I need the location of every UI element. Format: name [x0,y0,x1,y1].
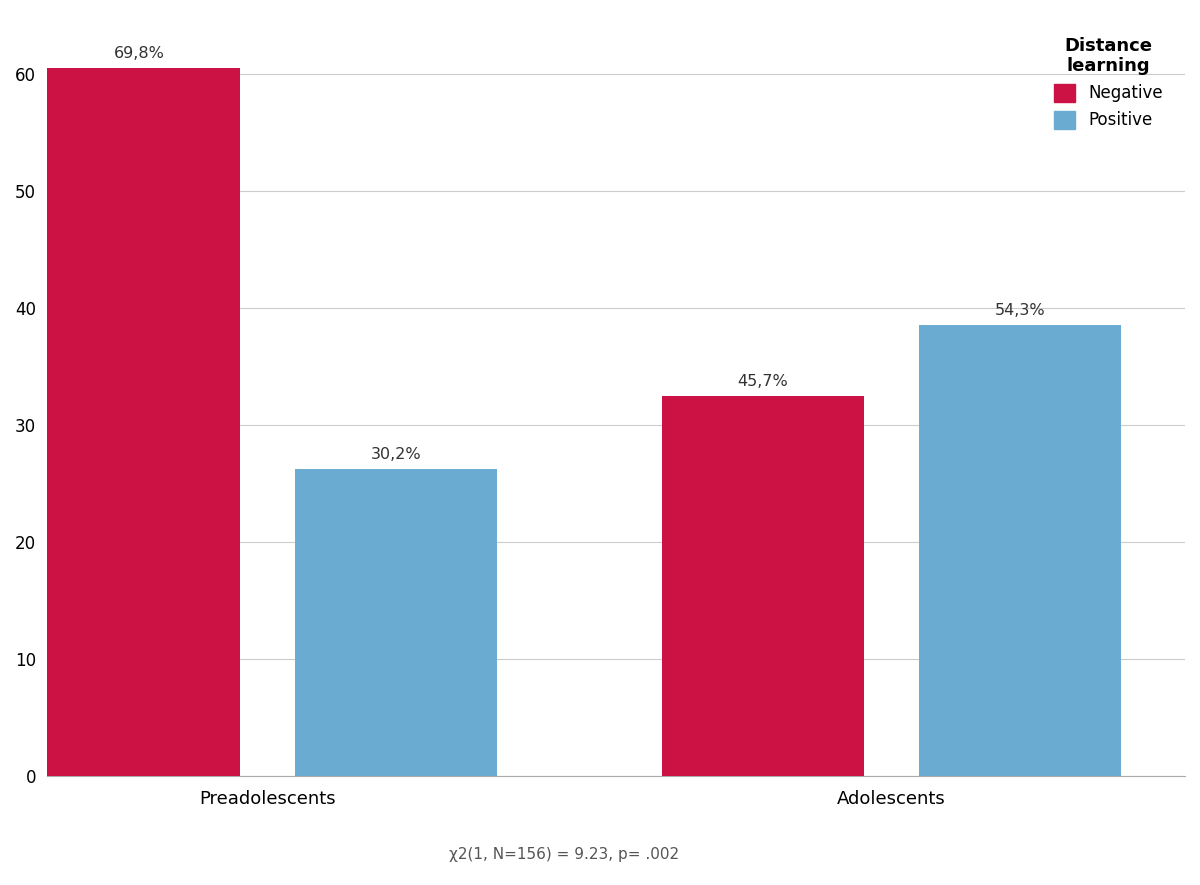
Bar [919,326,1121,776]
Bar [38,67,240,776]
Text: 30,2%: 30,2% [371,447,421,462]
Text: 45,7%: 45,7% [738,373,788,389]
Text: χ2(1, N=156) = 9.23, p= .002: χ2(1, N=156) = 9.23, p= .002 [449,847,679,861]
Bar [662,396,864,776]
Bar [295,469,497,776]
Legend: Negative, Positive: Negative, Positive [1040,23,1177,142]
Text: 69,8%: 69,8% [114,46,164,61]
Text: 54,3%: 54,3% [995,304,1045,319]
